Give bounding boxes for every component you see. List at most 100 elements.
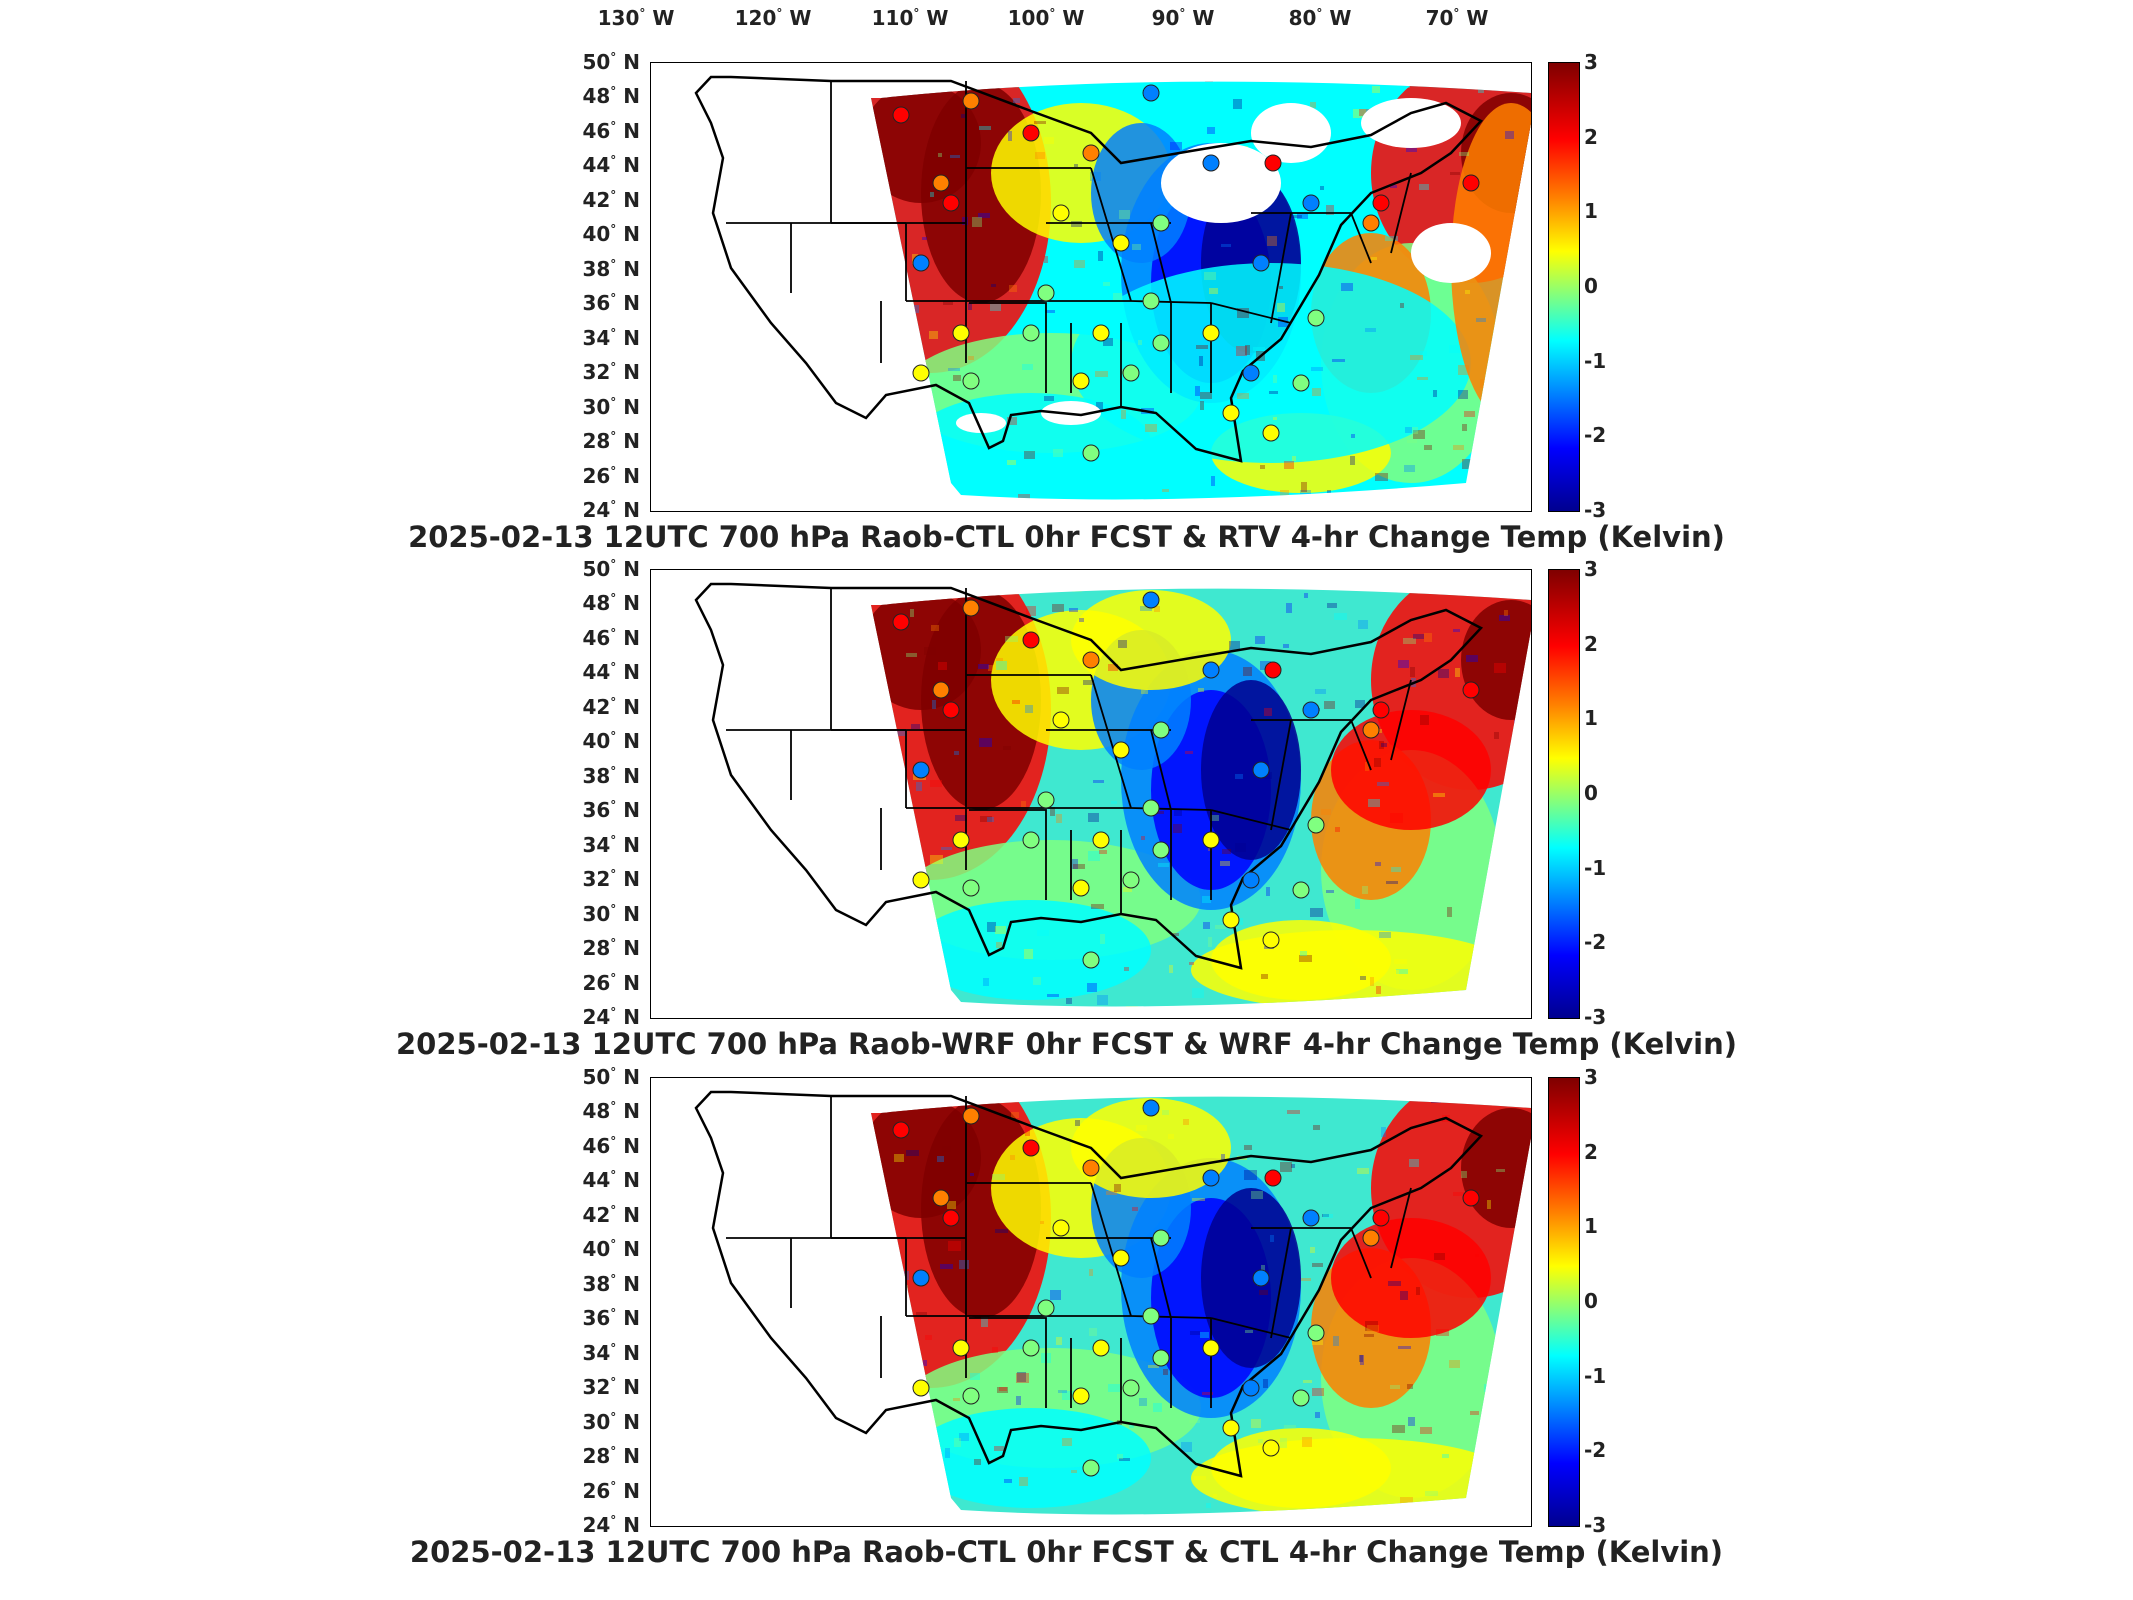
raob-station-marker: [1292, 881, 1310, 899]
latitude-label: 40° N: [582, 729, 640, 754]
longitude-label: 90° W: [1151, 6, 1215, 30]
latitude-label: 34° N: [582, 1340, 640, 1365]
map-panel-wrf: 50° N 48° N 46° N 44° N 42° N 40° N 38° N 36° N…: [0, 0, 2133, 1061]
raob-station-marker: [1022, 324, 1040, 342]
raob-station-marker: [1462, 1189, 1480, 1207]
colorbar-tick-label: -3: [1584, 498, 1607, 522]
raob-station-marker: [1252, 254, 1270, 272]
state-border: [1390, 172, 1412, 254]
latitude-label: 26° N: [582, 463, 640, 488]
raob-station-marker: [1022, 1339, 1040, 1357]
raob-station-marker: [962, 92, 980, 110]
coastline: [694, 75, 1484, 463]
raob-station-marker: [1142, 292, 1160, 310]
raob-station-marker: [892, 1121, 910, 1139]
raob-station-marker: [1222, 911, 1240, 929]
raob-station-marker: [912, 364, 930, 382]
raob-station-marker: [962, 879, 980, 897]
state-border: [1150, 222, 1172, 304]
latitude-label: 36° N: [582, 1306, 640, 1331]
raob-station-marker: [1372, 701, 1390, 719]
latitude-label: 50° N: [582, 1065, 640, 1089]
raob-station-marker: [1262, 1439, 1280, 1457]
map-frame: [650, 569, 1532, 1019]
raob-station-marker: [912, 761, 930, 779]
latitude-label: 38° N: [582, 1271, 640, 1296]
raob-station-marker: [1202, 1339, 1220, 1357]
raob-station-marker: [1142, 84, 1160, 102]
raob-station-marker: [1372, 194, 1390, 212]
raob-station-marker: [1112, 1249, 1130, 1267]
temperature-field-map: [694, 75, 1531, 500]
state-border: [969, 302, 1047, 393]
longitude-label: 100° W: [1007, 6, 1085, 30]
raob-station-marker: [1122, 871, 1140, 889]
raob-station-marker: [1307, 816, 1325, 834]
latitude-label: 44° N: [582, 660, 640, 685]
map-frame: [650, 62, 1532, 512]
latitude-label: 34° N: [582, 832, 640, 857]
colorbar-tick-label: 1: [1584, 706, 1598, 731]
colorbar-tick-label: 0: [1584, 1289, 1598, 1313]
raob-station-marker: [942, 194, 960, 212]
raob-station-marker: [1022, 831, 1040, 849]
raob-station-marker: [1112, 234, 1130, 252]
raob-station-marker: [1252, 1269, 1270, 1287]
latitude-label: 46° N: [582, 118, 640, 143]
raob-station-marker: [1152, 214, 1170, 232]
raob-station-marker: [1307, 1324, 1325, 1342]
latitude-label: 50° N: [582, 50, 640, 74]
raob-station-marker: [1122, 364, 1140, 382]
colorbar-tick-label: 0: [1584, 274, 1598, 298]
colorbar-tick-label: -3: [1584, 1513, 1607, 1537]
raob-station-marker: [892, 106, 910, 124]
raob-station-marker: [1092, 831, 1110, 849]
raob-station-marker: [952, 831, 970, 849]
colorbar-tick-label: 1: [1584, 199, 1598, 224]
raob-station-marker: [1242, 871, 1260, 889]
raob-station-marker: [1362, 721, 1380, 739]
colorbar-tick-label: -2: [1584, 930, 1607, 955]
raob-station-marker: [1242, 1379, 1260, 1397]
raob-station-marker: [1292, 374, 1310, 392]
raob-station-marker: [932, 174, 950, 192]
temperature-field-map: [694, 582, 1531, 1007]
raob-station-marker: [912, 1269, 930, 1287]
coastline: [694, 1090, 1484, 1478]
raob-station-marker: [1037, 1299, 1055, 1317]
raob-station-marker: [1152, 721, 1170, 739]
map-panel-rtv: 50° N 48° N 46° N 44° N 42° N 40° N 38° N 36° N…: [0, 0, 2133, 554]
raob-station-marker: [1082, 651, 1100, 669]
raob-station-marker: [1142, 799, 1160, 817]
raob-station-marker: [942, 1209, 960, 1227]
latitude-label: 40° N: [582, 1237, 640, 1262]
raob-station-marker: [1252, 761, 1270, 779]
latitude-label: 36° N: [582, 291, 640, 316]
latitude-label: 30° N: [582, 1409, 640, 1434]
raob-station-marker: [962, 599, 980, 617]
raob-station-marker: [962, 1387, 980, 1405]
raob-station-marker: [1362, 214, 1380, 232]
latitude-label: 48° N: [582, 1099, 640, 1124]
state-border: [1090, 1182, 1132, 1317]
latitude-label: 50° N: [582, 557, 640, 581]
raob-station-marker: [1202, 661, 1220, 679]
latitude-label: 46° N: [582, 625, 640, 650]
latitude-label: 24° N: [582, 498, 640, 522]
latitude-label: 30° N: [582, 901, 640, 926]
raob-station-marker: [942, 701, 960, 719]
raob-station-marker: [1152, 1349, 1170, 1367]
longitude-axis: 130° W 120° W 110° W 100° W 90° W 80° W 70° W: [0, 0, 2133, 50]
raob-station-marker: [1052, 1219, 1070, 1237]
raob-station-marker: [1082, 1459, 1100, 1477]
coastline: [694, 582, 1484, 970]
raob-station-marker: [1082, 1159, 1100, 1177]
raob-station-marker: [1037, 791, 1055, 809]
raob-station-marker: [1152, 334, 1170, 352]
colorbar-tick-label: 1: [1584, 1214, 1598, 1239]
longitude-label: 80° W: [1288, 6, 1352, 30]
raob-station-marker: [1142, 591, 1160, 609]
raob-station-marker: [1072, 372, 1090, 390]
latitude-label: 38° N: [582, 256, 640, 281]
